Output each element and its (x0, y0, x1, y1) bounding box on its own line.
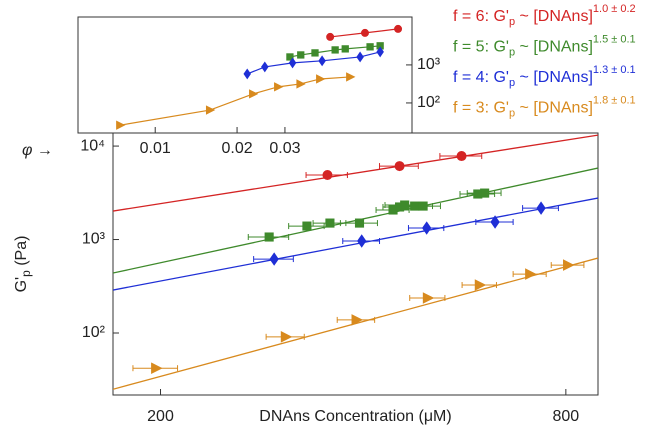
marker (418, 201, 428, 211)
marker (264, 232, 274, 242)
marker (297, 51, 305, 59)
x-tick-label: 0.01 (140, 140, 171, 157)
y-label-text: (Pa) (13, 236, 30, 271)
marker (243, 68, 251, 80)
x-axis-label: DNAns Concentration (μM) (259, 408, 451, 425)
legend-subscript: p (509, 77, 515, 89)
y-tick-label: 10³ (417, 56, 441, 73)
legend-text: ~ [DNAns] (515, 39, 593, 56)
fit-line (113, 197, 598, 291)
marker (316, 74, 326, 84)
legend-entry: f = 4: G'p ~ [DNAns]1.3 ± 0.1 (453, 64, 636, 89)
y-axis-label: G'p (Pa) (13, 236, 33, 293)
marker (563, 259, 575, 271)
plot-area (116, 24, 403, 130)
marker (261, 61, 269, 73)
x-axis-label: φ → (22, 142, 53, 159)
fit-line (113, 134, 598, 212)
legend-subscript: p (509, 16, 515, 28)
marker (325, 218, 335, 228)
marker (394, 24, 403, 33)
marker (318, 55, 326, 67)
marker (311, 49, 319, 57)
x-tick-label: 0.02 (221, 140, 252, 157)
legend-text: f = 4: G' (453, 69, 509, 86)
y-tick-label: 10⁴ (80, 137, 105, 154)
legend-text: f = 5: G' (453, 39, 509, 56)
marker (456, 151, 467, 162)
y-label-text: G' (13, 277, 30, 293)
y-tick-label: 10² (417, 94, 441, 111)
marker (366, 43, 374, 51)
plot-area (113, 134, 598, 390)
marker (296, 79, 306, 89)
marker (249, 89, 259, 99)
marker (354, 218, 365, 228)
marker (269, 252, 279, 266)
marker (286, 53, 294, 61)
marker (474, 279, 487, 291)
legend-subscript: p (509, 46, 515, 58)
legend-exponent: 1.8 ± 0.1 (593, 94, 636, 106)
y-tick-label: 10³ (82, 231, 106, 248)
marker (205, 105, 216, 115)
marker (341, 45, 349, 53)
inset-frame (77, 16, 413, 134)
legend-exponent: 1.5 ± 0.1 (593, 33, 636, 45)
legend-text: ~ [DNAns] (515, 69, 593, 86)
legend-exponent: 1.0 ± 0.2 (593, 3, 636, 15)
marker (376, 46, 384, 58)
marker (422, 221, 432, 235)
marker (490, 215, 500, 229)
marker (525, 268, 537, 280)
marker (394, 161, 405, 172)
marker (536, 201, 546, 215)
y-label-subscript: p (19, 270, 33, 277)
plot-frame (112, 132, 599, 396)
legend-entry: f = 3: G'p ~ [DNAns]1.8 ± 0.1 (453, 94, 636, 119)
marker (422, 292, 435, 304)
marker (357, 234, 367, 248)
legend-text: ~ [DNAns] (515, 8, 593, 25)
marker (356, 51, 364, 63)
legend-entry: f = 5: G'p ~ [DNAns]1.5 ± 0.1 (453, 33, 636, 58)
marker (280, 331, 293, 343)
y-tick-label: 10² (82, 324, 106, 341)
legend-entry: f = 6: G'p ~ [DNAns]1.0 ± 0.2 (453, 3, 636, 28)
legend-text: f = 6: G' (453, 8, 509, 25)
marker (326, 32, 335, 41)
legend-text: ~ [DNAns] (515, 100, 593, 117)
marker (331, 46, 339, 54)
marker (346, 72, 356, 82)
marker (274, 82, 284, 92)
marker (302, 221, 312, 231)
marker (480, 188, 490, 198)
x-tick-label: 800 (552, 408, 579, 425)
marker (322, 170, 333, 181)
legend-subscript: p (509, 107, 515, 119)
marker (288, 57, 297, 69)
marker (351, 314, 364, 326)
legend-exponent: 1.3 ± 0.1 (593, 64, 636, 76)
marker (116, 120, 126, 130)
marker (151, 362, 163, 374)
series-line (120, 76, 351, 126)
x-tick-label: 0.03 (269, 140, 300, 157)
legend-text: f = 3: G' (453, 100, 509, 117)
marker (360, 28, 369, 37)
x-tick-label: 200 (147, 408, 174, 425)
